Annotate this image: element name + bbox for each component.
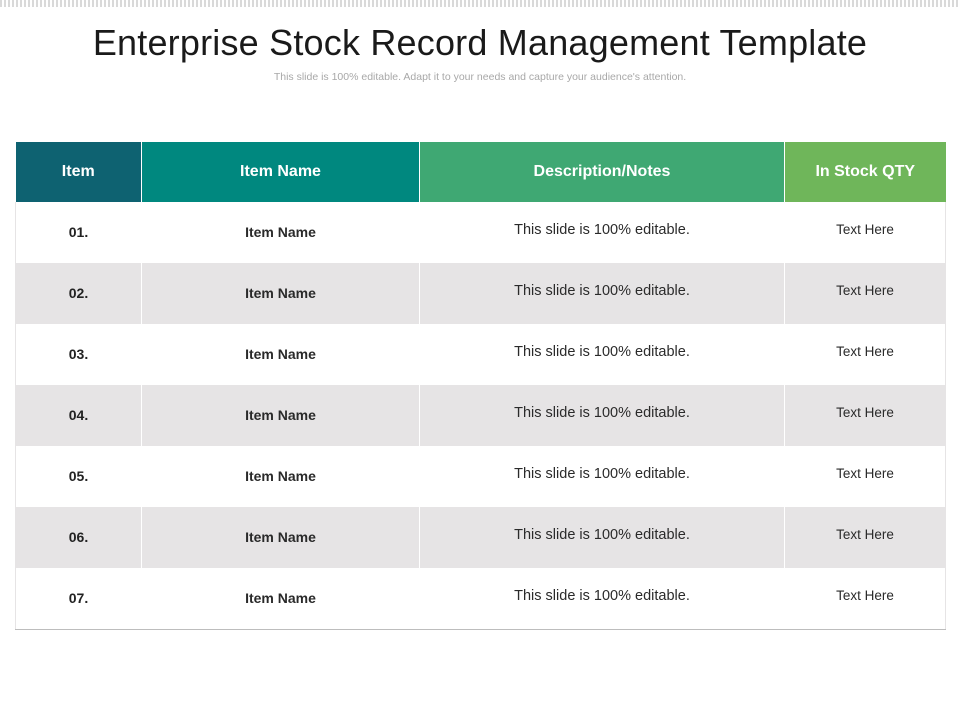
stock-qty-text: Text Here	[836, 526, 894, 542]
stock-qty-cell: Text Here	[784, 446, 946, 507]
item-name-cell: Item Name	[141, 385, 420, 446]
row-number-text: 01.	[68, 223, 89, 240]
table-header-row: Item Item Name Description/Notes In Stoc…	[15, 142, 946, 202]
row-number-text: 02.	[68, 284, 89, 301]
row-number-text: 06.	[68, 528, 89, 545]
table-row: 02. Item Name This slide is 100% editabl…	[15, 263, 946, 324]
description-text: This slide is 100% editable.	[514, 587, 690, 604]
row-number-text: 04.	[68, 406, 89, 423]
stock-qty-cell: Text Here	[784, 568, 946, 630]
stock-qty-text: Text Here	[836, 282, 894, 298]
stock-qty-cell: Text Here	[784, 202, 946, 263]
description-cell: This slide is 100% editable.	[419, 507, 785, 568]
stock-qty-text: Text Here	[836, 587, 894, 603]
header-item: Item	[15, 142, 142, 202]
row-number-text: 07.	[68, 589, 89, 606]
header-item-name: Item Name	[141, 142, 420, 202]
item-name-text: Item Name	[245, 528, 316, 545]
row-number: 02.	[15, 263, 142, 324]
description-text: This slide is 100% editable.	[514, 221, 690, 238]
row-number: 05.	[15, 446, 142, 507]
table-header: Item Item Name Description/Notes In Stoc…	[15, 142, 946, 202]
item-name-text: Item Name	[245, 223, 316, 240]
row-number-text: 05.	[68, 467, 89, 484]
description-text: This slide is 100% editable.	[514, 404, 690, 421]
table-row: 05. Item Name This slide is 100% editabl…	[15, 446, 946, 507]
item-name-cell: Item Name	[141, 263, 420, 324]
description-text: This slide is 100% editable.	[514, 526, 690, 543]
page-title: Enterprise Stock Record Management Templ…	[92, 22, 868, 63]
table-row: 06. Item Name This slide is 100% editabl…	[15, 507, 946, 568]
description-cell: This slide is 100% editable.	[419, 263, 785, 324]
row-number: 04.	[15, 385, 142, 446]
description-cell: This slide is 100% editable.	[419, 385, 785, 446]
item-name-text: Item Name	[245, 589, 316, 606]
item-name-cell: Item Name	[141, 324, 420, 385]
table-row: 04. Item Name This slide is 100% editabl…	[15, 385, 946, 446]
description-cell: This slide is 100% editable.	[419, 568, 785, 630]
header-description: Description/Notes	[419, 142, 785, 202]
page-subtitle: This slide is 100% editable. Adapt it to…	[273, 71, 687, 83]
item-name-cell: Item Name	[141, 446, 420, 507]
table-row: 07. Item Name This slide is 100% editabl…	[15, 568, 946, 630]
top-decorative-strip	[0, 0, 960, 7]
stock-qty-text: Text Here	[836, 404, 894, 420]
stock-qty-text: Text Here	[836, 221, 894, 237]
description-cell: This slide is 100% editable.	[419, 446, 785, 507]
item-name-cell: Item Name	[141, 202, 420, 263]
item-name-text: Item Name	[245, 467, 316, 484]
row-number: 07.	[15, 568, 142, 630]
table-body: 01. Item Name This slide is 100% editabl…	[15, 202, 946, 630]
description-text: This slide is 100% editable.	[514, 465, 690, 482]
description-text: This slide is 100% editable.	[514, 282, 690, 299]
header-stock-qty: In Stock QTY	[784, 142, 946, 202]
item-name-cell: Item Name	[141, 568, 420, 630]
row-number: 01.	[15, 202, 142, 263]
table-row: 03. Item Name This slide is 100% editabl…	[15, 324, 946, 385]
description-text: This slide is 100% editable.	[514, 343, 690, 360]
item-name-text: Item Name	[245, 345, 316, 362]
stock-qty-cell: Text Here	[784, 507, 946, 568]
stock-qty-cell: Text Here	[784, 324, 946, 385]
stock-qty-text: Text Here	[836, 465, 894, 481]
stock-qty-cell: Text Here	[784, 385, 946, 446]
item-name-text: Item Name	[245, 406, 316, 423]
stock-qty-text: Text Here	[836, 343, 894, 359]
table-row: 01. Item Name This slide is 100% editabl…	[15, 202, 946, 263]
row-number: 06.	[15, 507, 142, 568]
stock-qty-cell: Text Here	[784, 263, 946, 324]
row-number-text: 03.	[68, 345, 89, 362]
description-cell: This slide is 100% editable.	[419, 324, 785, 385]
stock-table: Item Item Name Description/Notes In Stoc…	[15, 142, 946, 630]
item-name-cell: Item Name	[141, 507, 420, 568]
row-number: 03.	[15, 324, 142, 385]
description-cell: This slide is 100% editable.	[419, 202, 785, 263]
item-name-text: Item Name	[245, 284, 316, 301]
